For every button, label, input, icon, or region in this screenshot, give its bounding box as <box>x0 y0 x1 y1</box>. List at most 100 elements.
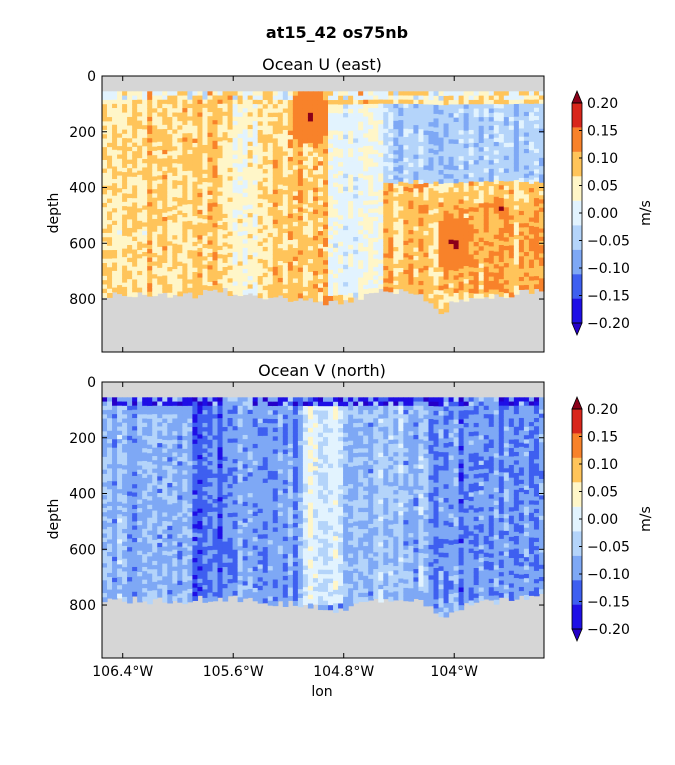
field-cell <box>187 212 194 218</box>
field-cell <box>142 142 148 147</box>
field-cell <box>172 120 178 126</box>
field-cell <box>508 146 515 152</box>
field-cell <box>132 409 138 415</box>
field-cell <box>132 181 138 186</box>
field-cell <box>187 208 194 214</box>
field-cell <box>182 112 188 118</box>
field-cell <box>523 181 530 187</box>
field-cell <box>408 230 415 235</box>
field-cell <box>117 276 123 282</box>
field-cell <box>132 258 138 263</box>
field-cell <box>408 217 415 223</box>
field-cell <box>232 256 239 261</box>
field-cell <box>312 240 319 246</box>
colorbar-segment <box>572 249 582 275</box>
field-cell <box>297 228 304 234</box>
field-cell <box>533 218 540 224</box>
field-cell <box>333 208 339 214</box>
field-cell <box>112 254 118 259</box>
field-cell <box>438 156 445 162</box>
field-cell <box>137 103 143 109</box>
field-cell <box>443 201 450 207</box>
field-cell <box>232 104 239 109</box>
field-cell <box>368 133 374 139</box>
field-cell <box>393 200 399 206</box>
field-cell <box>538 178 545 184</box>
field-cell <box>388 108 394 113</box>
field-cell <box>132 480 138 485</box>
field-cell <box>152 401 158 407</box>
field-cell <box>438 193 445 199</box>
field-cell <box>473 117 480 123</box>
field-cell <box>102 571 108 577</box>
field-cell <box>162 559 168 565</box>
field-cell <box>237 193 244 199</box>
field-cell <box>212 186 219 191</box>
field-cell <box>483 232 490 238</box>
field-cell <box>162 175 168 180</box>
field-cell <box>157 580 163 586</box>
field-cell <box>508 129 515 135</box>
field-cell <box>157 592 163 598</box>
field-cell <box>202 107 209 113</box>
field-cell <box>262 104 269 110</box>
field-cell <box>523 165 530 171</box>
field-cell <box>438 248 445 254</box>
field-cell <box>317 217 324 223</box>
field-cell <box>508 99 515 105</box>
field-cell <box>458 195 465 201</box>
field-cell <box>488 181 495 187</box>
field-cell <box>112 472 118 478</box>
field-cell <box>408 192 415 198</box>
field-cell <box>498 283 505 289</box>
field-cell <box>217 283 224 289</box>
field-cell <box>202 194 209 200</box>
field-cell <box>197 192 204 198</box>
field-cell <box>523 144 530 150</box>
field-cell <box>232 158 239 164</box>
field-cell <box>142 158 148 164</box>
field-cell <box>353 228 359 234</box>
field-cell <box>468 117 475 122</box>
field-cell <box>212 177 219 183</box>
field-cell <box>333 256 339 262</box>
field-cell <box>317 143 324 149</box>
field-cell <box>172 277 178 283</box>
field-cell <box>132 240 138 246</box>
field-cell <box>282 151 289 157</box>
field-cell <box>428 139 435 145</box>
field-cell <box>483 121 490 127</box>
field-cell <box>428 148 435 154</box>
field-cell <box>297 246 304 252</box>
field-cell <box>167 547 173 553</box>
field-cell <box>257 241 264 247</box>
field-cell <box>292 139 299 145</box>
field-cell <box>102 499 108 505</box>
field-cell <box>192 99 199 105</box>
field-cell <box>458 91 465 97</box>
field-cell <box>343 165 349 171</box>
field-cell <box>503 104 510 110</box>
field-cell <box>518 202 525 208</box>
field-cell <box>162 204 168 210</box>
field-cell <box>107 177 113 183</box>
field-cell <box>162 550 168 556</box>
field-cell <box>408 213 415 219</box>
field-cell <box>277 290 284 296</box>
field-cell <box>438 105 445 111</box>
colorbar-extend-min <box>571 322 583 337</box>
field-cell <box>363 150 369 156</box>
field-cell <box>378 136 384 142</box>
field-cell <box>433 244 440 250</box>
field-cell <box>142 541 148 547</box>
field-cell <box>247 271 254 277</box>
field-cell <box>418 188 425 194</box>
field-cell <box>152 231 158 237</box>
field-cell <box>192 108 199 114</box>
field-cell <box>428 227 435 233</box>
field-cell <box>317 279 324 285</box>
field-cell <box>488 280 495 286</box>
field-cell <box>172 435 178 441</box>
field-cell <box>493 200 500 206</box>
